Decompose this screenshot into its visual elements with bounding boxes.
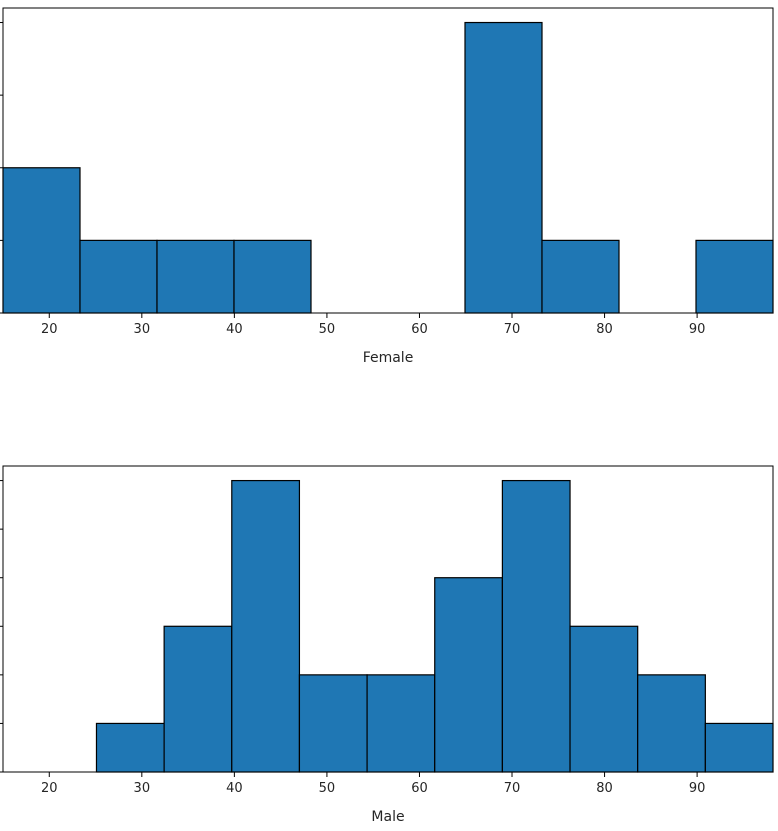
histogram-bar — [704, 722, 774, 773]
x-tick-label: 90 — [689, 322, 706, 337]
histogram-bar — [298, 674, 368, 773]
x-tick-label: 60 — [411, 781, 428, 796]
histogram-bar — [95, 722, 165, 773]
histogram-bar — [366, 674, 436, 773]
x-tick-label: 40 — [226, 322, 243, 337]
x-tick-label: 60 — [411, 322, 428, 337]
axes-frame — [2, 7, 774, 314]
axes-frame — [2, 465, 774, 773]
x-tick-label: 50 — [319, 781, 336, 796]
x-tick-label: 90 — [689, 781, 706, 796]
male-xlabel: Male — [371, 809, 404, 825]
x-tick-label: 30 — [134, 781, 151, 796]
female-xlabel: Female — [363, 350, 414, 366]
x-tick-label: 40 — [226, 781, 243, 796]
histogram-bar — [2, 167, 81, 314]
male-histogram: 20 30 40 50 60 70 80 90 — [0, 465, 774, 796]
histogram-bar — [156, 239, 235, 314]
x-tick-label: 20 — [41, 781, 58, 796]
x-tick-label: 80 — [596, 781, 613, 796]
histogram-bar — [695, 239, 774, 314]
histogram-bar — [569, 625, 639, 773]
histogram-bar — [163, 625, 233, 773]
histogram-bar — [501, 479, 571, 773]
x-tick-label: 70 — [504, 781, 521, 796]
histogram-bar — [541, 239, 620, 314]
x-tick-label: 30 — [134, 322, 151, 337]
histogram-bar — [464, 21, 543, 314]
x-tick-label: 20 — [41, 322, 58, 337]
x-tick-label: 50 — [319, 322, 336, 337]
histogram-bar — [637, 674, 706, 773]
x-tick-label: 70 — [504, 322, 521, 337]
female-histogram: 20 30 40 50 60 70 80 90 — [0, 7, 774, 337]
x-tick-label: 80 — [596, 322, 613, 337]
histogram-bar — [434, 577, 503, 773]
histogram-bar — [233, 239, 312, 314]
histogram-bar — [231, 479, 301, 773]
histogram-bar — [79, 239, 158, 314]
